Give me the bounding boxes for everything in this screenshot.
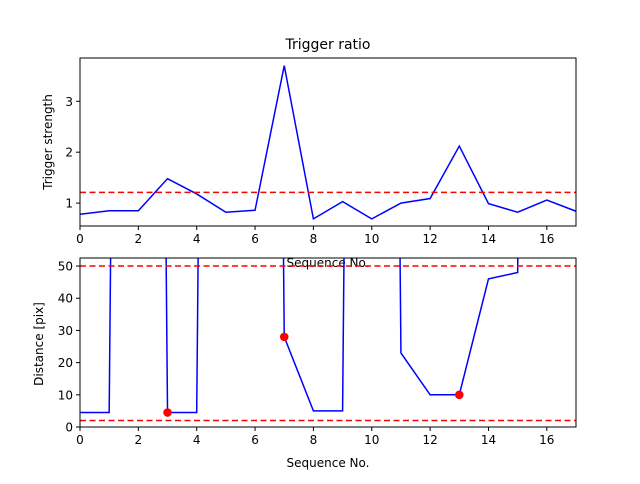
x-tick-label: 14 <box>481 433 496 447</box>
distance-panel: Distance [pix] Sequence No. 0 2 4 6 8 10 12 14 1… <box>32 257 577 470</box>
y-axis-label: Trigger strength <box>41 94 55 191</box>
trigger-ratio-panel: Trigger ratio Trigger strength Sequence … <box>41 37 577 270</box>
x-axis-label: Sequence No. <box>287 456 370 470</box>
y-tick-label: 0 <box>65 421 73 435</box>
y-axis-label: Distance [pix] <box>32 302 46 386</box>
series-line <box>80 65 576 221</box>
axes-frame <box>79 57 577 227</box>
x-tick-label: 14 <box>481 232 496 246</box>
x-tick-label: 0 <box>76 232 84 246</box>
data-marker <box>163 408 172 417</box>
y-tick-label: 20 <box>58 356 73 370</box>
x-tick-label: 10 <box>364 232 379 246</box>
series-line <box>80 258 519 414</box>
plot-area: 0 2 4 6 8 10 12 14 16 0 10 20 30 40 50 <box>58 257 577 447</box>
x-tick-label: 16 <box>539 433 554 447</box>
y-tick-label: 10 <box>58 388 73 402</box>
y-tick-label: 30 <box>58 324 73 338</box>
data-marker <box>279 332 289 342</box>
chart-title: Trigger ratio <box>284 37 370 53</box>
x-tick-label: 8 <box>310 433 318 447</box>
y-tick-label: 1 <box>65 197 73 211</box>
x-tick-label: 2 <box>135 232 143 246</box>
x-tick-label: 6 <box>251 433 259 447</box>
x-tick-label: 2 <box>135 433 143 447</box>
y-tick-label: 40 <box>58 292 73 306</box>
x-tick-label: 4 <box>193 433 201 447</box>
y-tick-label: 3 <box>65 95 73 109</box>
axes-frame <box>79 257 577 428</box>
x-tick-label: 0 <box>76 433 84 447</box>
x-tick-label: 6 <box>251 232 259 246</box>
x-tick-label: 12 <box>422 433 437 447</box>
y-tick-label: 2 <box>65 146 73 160</box>
x-tick-label: 4 <box>193 232 201 246</box>
y-tick-label: 50 <box>58 260 73 274</box>
x-tick-label: 10 <box>364 433 379 447</box>
x-tick-label: 12 <box>422 232 437 246</box>
x-tick-label: 16 <box>539 232 554 246</box>
x-tick-label: 8 <box>310 232 318 246</box>
data-marker <box>454 390 464 400</box>
